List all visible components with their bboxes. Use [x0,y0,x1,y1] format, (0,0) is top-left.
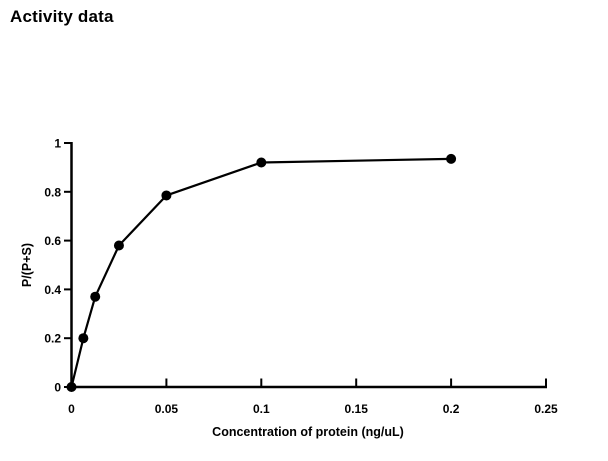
y-tick-label: 0.2 [44,332,61,346]
x-tick-label: 0.05 [155,402,179,416]
x-tick-label: 0.25 [534,402,558,416]
y-tick-label: 0.4 [44,283,61,297]
y-axis-title: P/(P+S) [20,243,34,287]
x-tick-label: 0.1 [253,402,270,416]
data-point-marker [446,153,457,164]
x-tick-label: 0 [68,402,75,416]
data-point-marker [78,333,89,344]
y-tick-label: 0 [54,381,61,395]
data-series-line [70,157,452,388]
x-tick-label: 0.2 [443,402,460,416]
x-axis-title: Concentration of protein (ng/uL) [212,425,404,439]
data-point-marker [113,240,124,251]
x-tick-label: 0.15 [345,402,369,416]
plot-layer: 0 0.05 0.1 0.15 0.2 0.25 0 0.2 0.4 0.6 0.8 1 [44,137,558,417]
chart-title: Activity data [10,7,114,26]
y-tick-label: 0.6 [44,234,61,248]
y-tick-label: 1 [54,137,61,151]
data-point-marker [161,190,172,201]
data-point-marker [90,291,101,302]
data-point-marker [66,382,77,392]
y-tick-label: 0.8 [44,185,61,199]
data-point-marker [256,157,267,168]
